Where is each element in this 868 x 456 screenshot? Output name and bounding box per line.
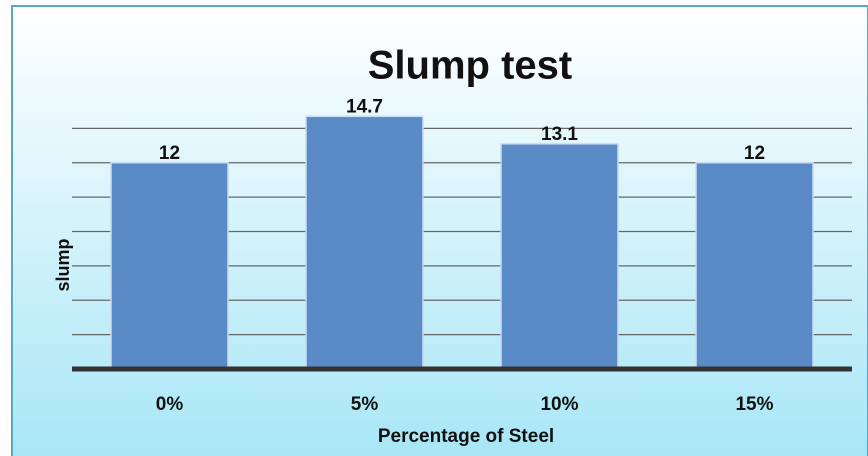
x-tick-label: 10% <box>540 394 578 415</box>
plot-area: 0% 12 5% 14.7 10% 13.1 15% 12 <box>72 96 852 415</box>
bar <box>695 162 814 370</box>
x-axis-title: Percentage of Steel <box>378 426 554 447</box>
data-label: 13.1 <box>541 124 578 145</box>
bar <box>110 162 229 370</box>
bar <box>305 115 424 370</box>
chart-title: Slump test <box>368 44 572 88</box>
data-label: 12 <box>744 143 765 164</box>
bar <box>500 143 619 370</box>
x-tick-label: 5% <box>351 394 379 415</box>
x-tick-label: 15% <box>735 394 773 415</box>
data-label: 14.7 <box>346 96 383 117</box>
y-axis-title: slump <box>53 238 73 291</box>
x-tick-label: 0% <box>156 394 184 415</box>
data-label: 12 <box>159 143 180 164</box>
